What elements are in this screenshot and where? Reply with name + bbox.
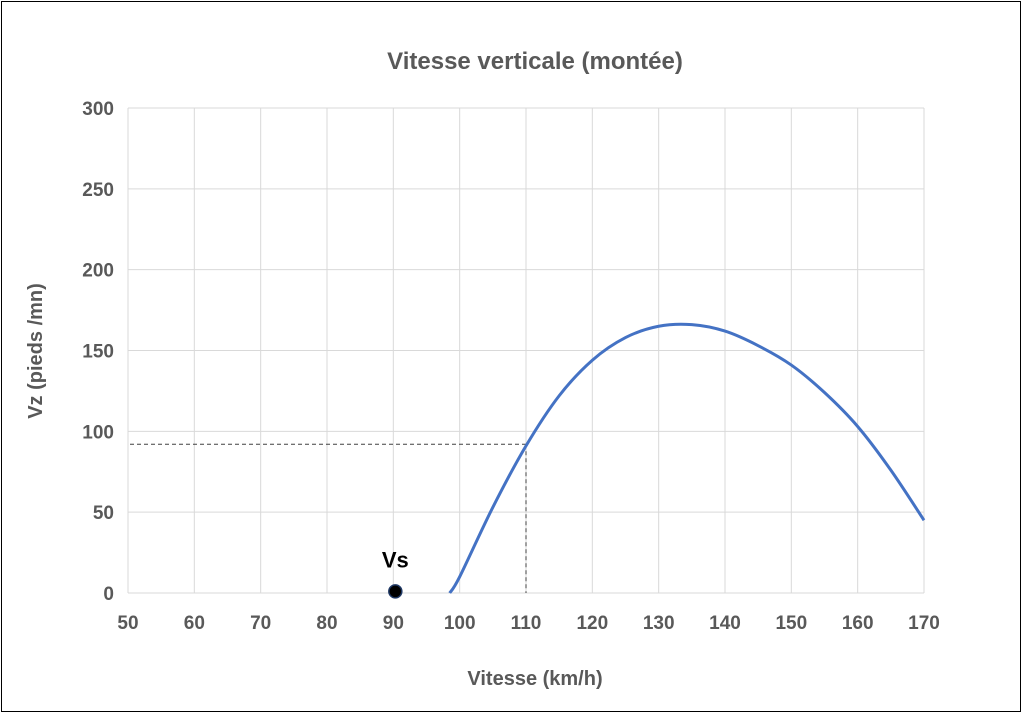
x-tick-label: 70: [250, 613, 271, 634]
chart-title: Vitesse verticale (montée): [387, 48, 683, 75]
y-tick-label: 200: [82, 261, 114, 282]
y-tick-label: 300: [82, 99, 114, 120]
y-tick-label: 50: [93, 503, 114, 524]
series-line: [448, 322, 926, 594]
x-tick-label: 50: [117, 613, 138, 634]
x-tick-label: 170: [908, 613, 940, 634]
x-tick-label: 120: [576, 613, 608, 634]
vs-point-label: Vs: [382, 547, 409, 572]
y-tick-label: 100: [82, 422, 114, 443]
point-layer: Vs: [382, 547, 409, 599]
series-layer: [448, 322, 926, 594]
y-tick-label: 150: [82, 342, 114, 363]
grid: [127, 107, 925, 594]
y-tick-label: 0: [103, 584, 114, 605]
reference-lines: [130, 443, 527, 593]
x-tick-label: 110: [511, 613, 542, 634]
x-tick-label: 90: [383, 613, 404, 634]
x-tick-label: 60: [184, 613, 205, 634]
y-tick-labels: 0 50 100 150 200 250 300: [82, 99, 114, 605]
x-tick-label: 140: [709, 613, 741, 634]
x-tick-label: 150: [775, 613, 807, 634]
x-tick-label: 100: [444, 613, 476, 634]
y-axis-label: Vz (pieds /mn): [25, 283, 47, 419]
x-tick-labels: 50 60 70 80 90 100 110 120 130 140 150 160 170: [117, 613, 939, 634]
y-tick-label: 250: [82, 180, 114, 201]
x-tick-label: 130: [643, 613, 675, 634]
x-tick-label: 160: [842, 613, 874, 634]
vs-point: [388, 584, 403, 599]
x-axis-label: Vitesse (km/h): [467, 668, 602, 690]
x-tick-label: 80: [316, 613, 337, 634]
